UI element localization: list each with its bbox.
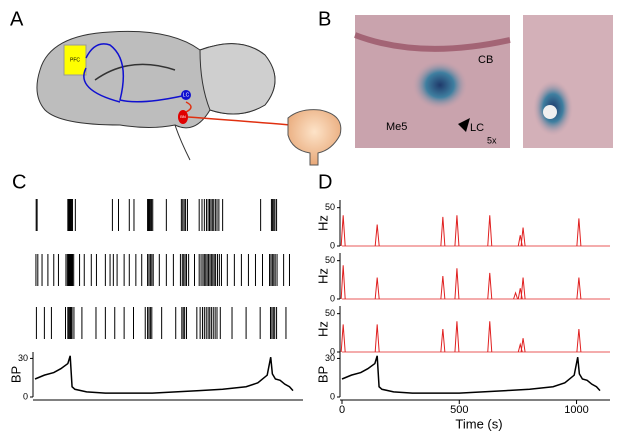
x-axis-label: Time (s) (455, 416, 502, 431)
rate-peak (340, 215, 346, 247)
rate-peak (487, 215, 493, 247)
y-tick-label: 0 (330, 240, 335, 250)
rate-peak (440, 328, 446, 353)
y-tick-label: 0 (23, 391, 28, 401)
y-axis-label: Hz (315, 215, 330, 231)
lc-projection (85, 43, 183, 103)
y-axis-label: Hz (315, 321, 330, 337)
rate-peak (487, 321, 493, 353)
fiber-tract (353, 32, 511, 52)
histology-image (523, 15, 613, 148)
x-tick-label: 1000 (564, 404, 588, 416)
cerebellum (199, 43, 276, 115)
bn-projection (185, 101, 291, 126)
panel-label: D (318, 171, 332, 193)
rate-peak (374, 324, 380, 353)
y-tick-label: 0 (330, 391, 335, 401)
panel-label: B (318, 8, 331, 30)
rate-peak (513, 291, 519, 300)
lc-label: LC (183, 92, 190, 98)
y-axis-label: Hz (315, 268, 330, 284)
rate-peak (487, 272, 493, 300)
bn-label: BN (180, 114, 186, 119)
rate-peak (454, 321, 460, 353)
rate-peak (340, 324, 346, 353)
lc-stain (412, 60, 468, 110)
rate-peak (520, 277, 526, 300)
bladder (287, 109, 342, 166)
arrowhead (458, 118, 470, 132)
y-tick-label: 50 (325, 308, 335, 318)
bp-trace (341, 355, 601, 394)
y-tick-label: 50 (325, 255, 335, 265)
lc-dot (181, 90, 191, 100)
lumen (543, 105, 557, 119)
y-tick-label: 50 (325, 202, 335, 212)
pfc-box (63, 44, 87, 76)
rate-peak (440, 216, 446, 247)
cb-label: CB (478, 54, 493, 66)
rate-peak (374, 277, 380, 300)
bp-trace (34, 355, 294, 394)
rate-peak (520, 338, 526, 353)
y-axis-label: BP (8, 366, 23, 383)
rate-peak (440, 275, 446, 300)
x-tick-label: 0 (339, 404, 345, 416)
rate-peak (454, 215, 460, 247)
mag-label: 5x (487, 135, 497, 145)
bn-dot (178, 110, 188, 124)
y-axis-label: BP (315, 366, 330, 383)
corpus-callosum (94, 63, 176, 81)
y-tick-label: 30 (325, 353, 335, 363)
pfc-label: PFC (70, 57, 80, 63)
lc-label: LC (470, 122, 484, 134)
y-tick-label: 0 (330, 293, 335, 303)
y-tick-label: 30 (18, 353, 28, 363)
rate-peak (576, 277, 582, 300)
y-tick-label: 0 (330, 346, 335, 356)
x-tick-label: 500 (450, 404, 468, 416)
histology: CB Me5 LC 5x (353, 15, 613, 148)
rate-peak (520, 227, 526, 247)
brainstem (174, 124, 191, 161)
rate-peak (576, 218, 582, 247)
panel-label: A (10, 8, 24, 30)
panel-label: C (12, 171, 26, 193)
rate-peak (340, 265, 346, 300)
rate-peak (374, 224, 380, 247)
rate-peak (576, 328, 582, 353)
rate-peak (454, 268, 460, 300)
brain-diagram: PFC LC BN (36, 30, 342, 166)
me5-label: Me5 (386, 121, 407, 133)
lc-projection (83, 67, 121, 103)
